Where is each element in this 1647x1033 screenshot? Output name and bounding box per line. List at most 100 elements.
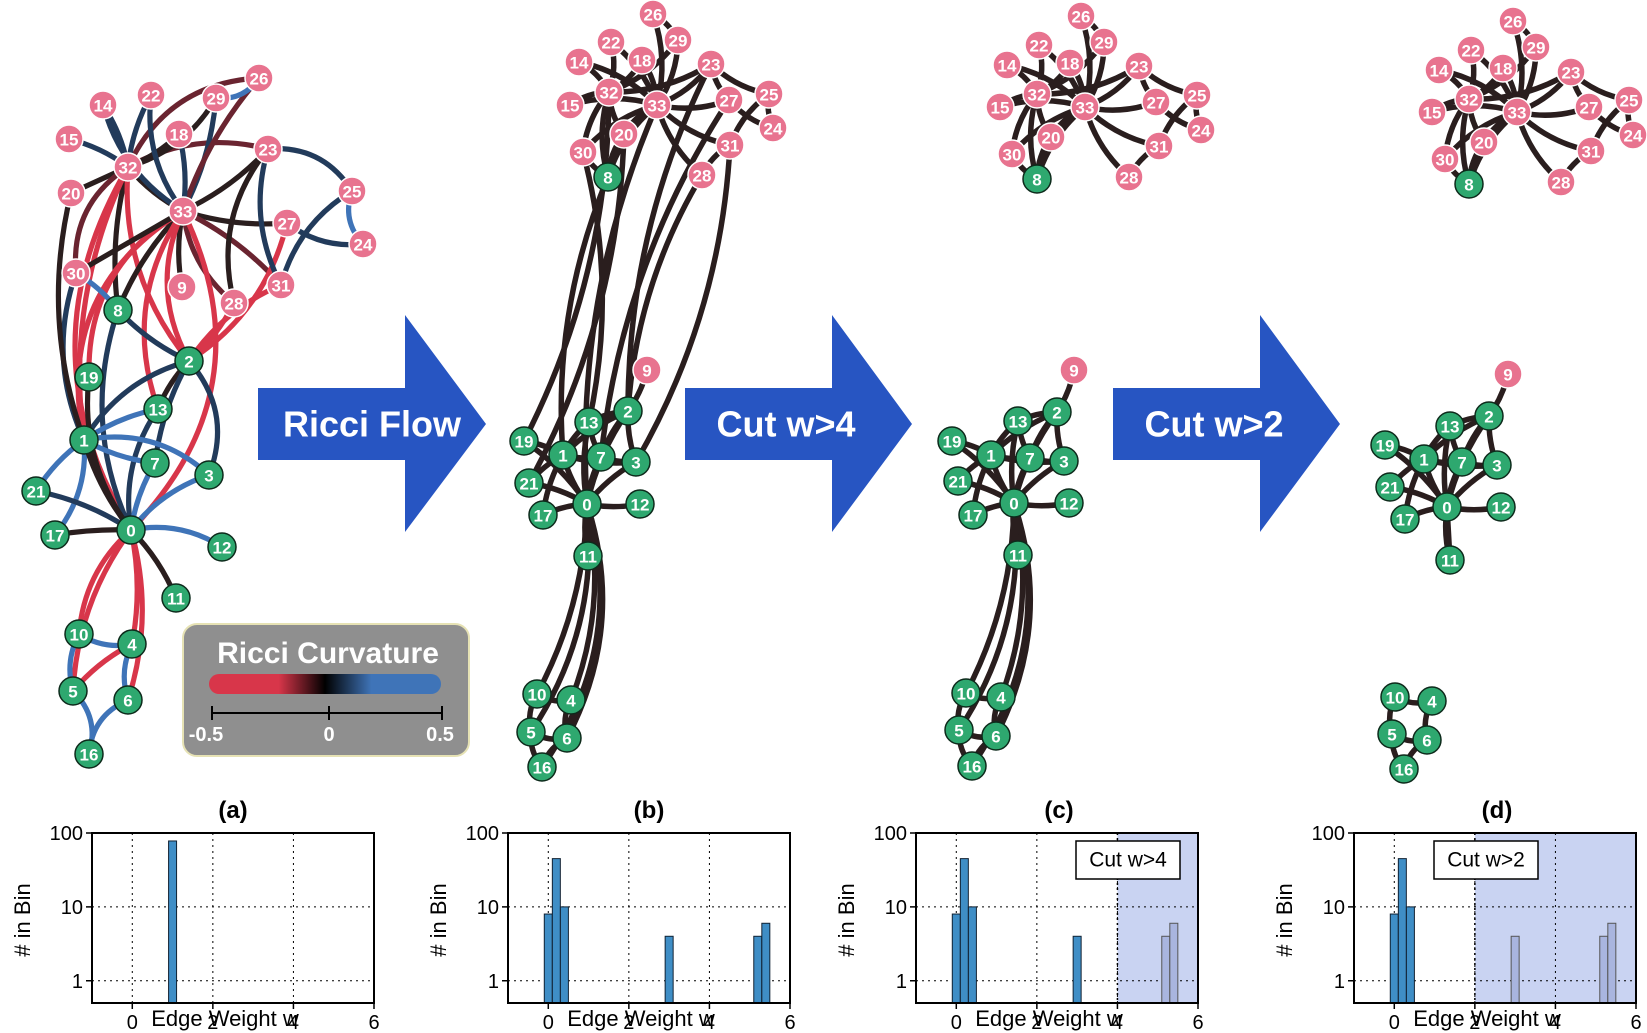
y-tick-label: 1 [488, 971, 499, 993]
node-a-10: 10 [64, 619, 94, 649]
node-b-6-circle [552, 723, 582, 753]
node-d-23: 23 [1556, 57, 1586, 87]
node-a-33-circle [168, 196, 198, 226]
y-tick-label: 100 [466, 823, 499, 845]
y-tick-label: 100 [50, 823, 83, 845]
node-b-24-circle [758, 113, 788, 143]
histogram-bar [967, 906, 977, 1004]
cut-label-box [1433, 840, 1539, 880]
node-b-14-label: 14 [570, 54, 589, 73]
node-b-17-label: 17 [534, 507, 553, 526]
node-d-12: 12 [1486, 492, 1516, 522]
node-b-17-circle [528, 500, 558, 530]
x-axis-label: Edge Weight w [151, 1006, 299, 1031]
node-c-7: 7 [1015, 443, 1045, 473]
node-d-8-circle [1454, 169, 1484, 199]
node-c-31-label: 31 [1150, 138, 1169, 157]
x-tick-label: 2 [207, 1012, 218, 1033]
node-d-30-circle [1430, 144, 1460, 174]
histogram-bar [1389, 913, 1399, 1004]
node-a-13-circle [143, 394, 173, 424]
node-b-7: 7 [586, 442, 616, 472]
y-tick-label: 10 [1323, 897, 1345, 919]
node-b-32: 32 [594, 77, 624, 107]
node-a-13-label: 13 [149, 401, 168, 420]
node-b-5: 5 [516, 717, 546, 747]
node-c-7-label: 7 [1025, 450, 1034, 469]
node-b-30: 30 [568, 137, 598, 167]
node-d-31: 31 [1576, 136, 1606, 166]
node-a-8-label: 8 [113, 302, 122, 321]
node-d-15-label: 15 [1423, 104, 1442, 123]
node-b-19-label: 19 [515, 433, 534, 452]
node-a-29-circle [201, 83, 231, 113]
node-a-31: 31 [266, 270, 296, 300]
node-b-25-circle [754, 79, 784, 109]
node-d-11-circle [1435, 545, 1465, 575]
node-b-23: 23 [696, 49, 726, 79]
node-c-9: 9 [1059, 355, 1089, 385]
node-c-6-label: 6 [991, 728, 1000, 747]
node-c-28-label: 28 [1120, 169, 1139, 188]
node-c-4: 4 [986, 682, 1016, 712]
node-b-0-label: 0 [582, 496, 591, 515]
node-a-10-circle [64, 619, 94, 649]
node-a-0-circle [116, 515, 146, 545]
node-d-17-circle [1390, 504, 1420, 534]
node-c-25: 25 [1182, 80, 1212, 110]
plot-frame [1353, 832, 1637, 1004]
edge-a-31-23 [257, 146, 284, 288]
node-d-26-circle [1498, 6, 1528, 36]
node-d-29-circle [1521, 32, 1551, 62]
node-c-17-label: 17 [964, 507, 983, 526]
node-b-26: 26 [638, 0, 668, 29]
node-c-20-label: 20 [1042, 129, 1061, 148]
x-tick-label: 4 [288, 1012, 299, 1033]
node-d-8: 8 [1454, 169, 1484, 199]
node-a-9-label: 9 [177, 279, 186, 298]
node-c-13-circle [1003, 406, 1033, 436]
node-c-33: 33 [1070, 92, 1100, 122]
x-tick-label: 6 [368, 1012, 379, 1033]
node-a-3-label: 3 [204, 467, 213, 486]
node-b-16-circle [527, 752, 557, 782]
node-b-32-circle [594, 77, 624, 107]
node-d-33-label: 33 [1508, 104, 1527, 123]
node-d-31-circle [1576, 136, 1606, 166]
node-b-5-label: 5 [526, 724, 535, 743]
node-c-14-label: 14 [998, 57, 1017, 76]
node-d-30-label: 30 [1436, 151, 1455, 170]
node-d-1-label: 1 [1419, 451, 1428, 470]
node-b-23-circle [696, 49, 726, 79]
node-c-2: 2 [1042, 397, 1072, 427]
node-a-4: 4 [117, 629, 147, 659]
node-d-28: 28 [1546, 167, 1576, 197]
edge-a-2-1 [81, 358, 192, 443]
node-b-13-label: 13 [580, 414, 599, 433]
x-tick-label: 6 [1192, 1012, 1203, 1033]
node-d-2-circle [1474, 401, 1504, 431]
y-tick-label: 1 [1334, 971, 1345, 993]
node-c-25-label: 25 [1188, 87, 1207, 106]
node-a-15-label: 15 [60, 131, 79, 150]
node-a-9-circle [167, 272, 197, 302]
curvature-legend: Ricci Curvature -0.5 0 0.5 [182, 623, 470, 757]
node-b-18: 18 [627, 45, 657, 75]
y-tick-label: 1 [896, 971, 907, 993]
node-a-2: 2 [174, 346, 204, 376]
histogram-bar [168, 840, 178, 1004]
histogram-bar [1607, 922, 1617, 1004]
node-c-18: 18 [1055, 48, 1085, 78]
panel-letter-d: (d) [1482, 797, 1513, 824]
node-d-13-circle [1435, 411, 1465, 441]
node-d-23-label: 23 [1562, 64, 1581, 83]
histogram-1: 0 2 4 6 100 10 1 Edge Weight w # in Bin [10, 823, 380, 1033]
node-d-8-label: 8 [1464, 176, 1473, 195]
node-d-22-label: 22 [1462, 42, 1481, 61]
node-d-3-circle [1482, 450, 1512, 480]
y-tick-label: 100 [874, 823, 907, 845]
node-c-14-circle [992, 50, 1022, 80]
node-b-16: 16 [527, 752, 557, 782]
node-c-14: 14 [992, 50, 1022, 80]
arrow-cut-w4: Cut w>4 [685, 315, 912, 532]
